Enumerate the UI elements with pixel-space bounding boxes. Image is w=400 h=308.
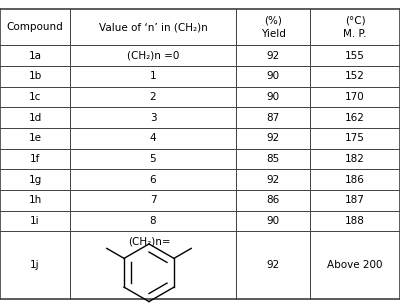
Text: 1e: 1e (28, 133, 42, 143)
Text: 7: 7 (150, 195, 156, 205)
Text: 90: 90 (266, 71, 280, 81)
Text: 90: 90 (266, 216, 280, 226)
Text: 1b: 1b (28, 71, 42, 81)
Text: 1d: 1d (28, 113, 42, 123)
Text: 162: 162 (345, 113, 365, 123)
Text: 6: 6 (150, 175, 156, 185)
Text: 186: 186 (345, 175, 365, 185)
Text: Yield: Yield (260, 29, 286, 39)
Text: (°C): (°C) (345, 16, 365, 26)
Text: 1g: 1g (28, 175, 42, 185)
Text: (%): (%) (264, 16, 282, 26)
Text: Value of ‘n’ in (CH₂)n: Value of ‘n’ in (CH₂)n (99, 22, 207, 32)
Text: (CH₂)n=: (CH₂)n= (128, 236, 170, 246)
Text: 92: 92 (266, 175, 280, 185)
Text: 90: 90 (266, 92, 280, 102)
Text: 182: 182 (345, 154, 365, 164)
Text: 170: 170 (345, 92, 365, 102)
Text: 1: 1 (150, 71, 156, 81)
Text: 4: 4 (150, 133, 156, 143)
Text: (CH₂)n =0: (CH₂)n =0 (127, 51, 179, 61)
Text: Compound: Compound (7, 22, 63, 32)
Text: 155: 155 (345, 51, 365, 61)
Text: 1i: 1i (30, 216, 40, 226)
Text: 92: 92 (266, 51, 280, 61)
Text: Above 200: Above 200 (327, 260, 383, 270)
Text: M. P.: M. P. (343, 29, 367, 39)
Text: 87: 87 (266, 113, 280, 123)
Text: 8: 8 (150, 216, 156, 226)
Text: 1a: 1a (28, 51, 42, 61)
Text: 188: 188 (345, 216, 365, 226)
Text: 2: 2 (150, 92, 156, 102)
Text: 187: 187 (345, 195, 365, 205)
Text: 85: 85 (266, 154, 280, 164)
Text: 152: 152 (345, 71, 365, 81)
Text: 3: 3 (150, 113, 156, 123)
Text: 1h: 1h (28, 195, 42, 205)
Text: 175: 175 (345, 133, 365, 143)
Text: 5: 5 (150, 154, 156, 164)
Text: 1j: 1j (30, 260, 40, 270)
Text: 86: 86 (266, 195, 280, 205)
Text: 1f: 1f (30, 154, 40, 164)
Text: 92: 92 (266, 260, 280, 270)
Text: 1c: 1c (29, 92, 41, 102)
Text: 92: 92 (266, 133, 280, 143)
